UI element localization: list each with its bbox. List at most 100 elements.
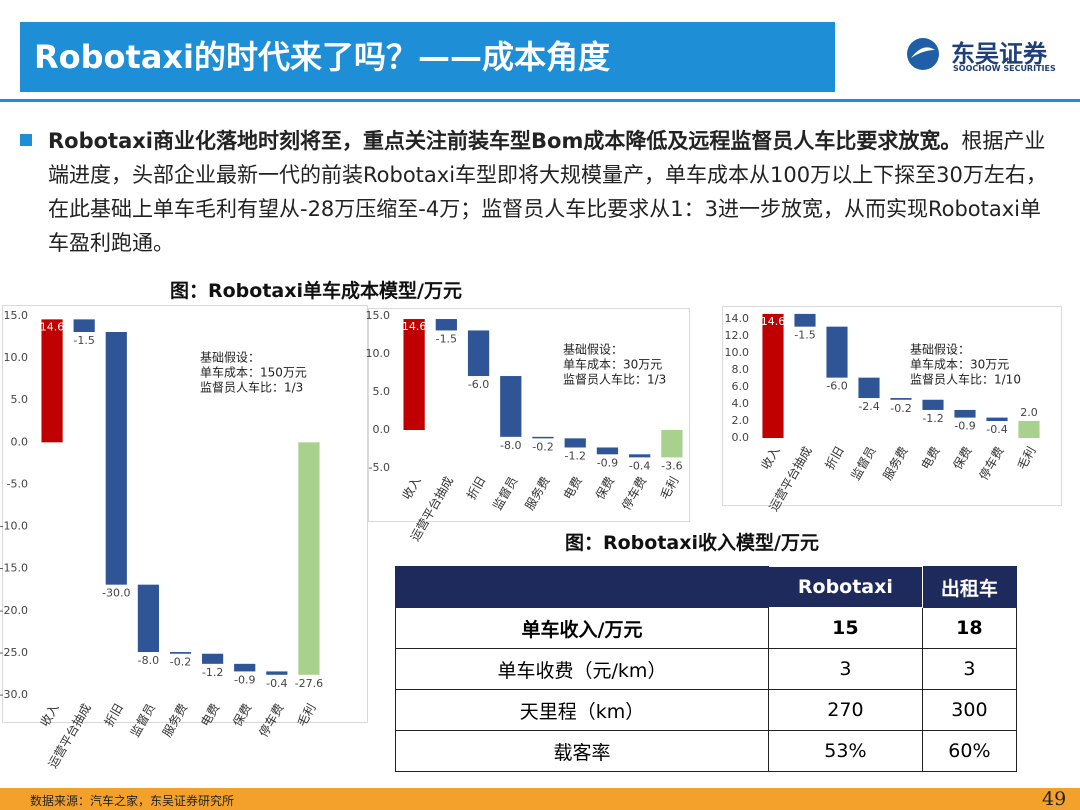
- bar: [403, 319, 425, 430]
- bar: [266, 671, 288, 675]
- page-number: 49: [1042, 788, 1067, 810]
- annotation: 监督员人车比：1/3: [200, 380, 303, 395]
- divider: [0, 99, 1080, 102]
- data-label: 14.6: [40, 320, 65, 333]
- bar: [762, 313, 784, 438]
- y-tick-label: 4.0: [732, 397, 750, 410]
- x-tick-label: 监督员: [848, 444, 879, 483]
- x-tick-label: 收入: [758, 444, 782, 472]
- x-tick-label: 监督员: [489, 474, 520, 513]
- x-tick-label: 服务费: [159, 701, 190, 740]
- y-tick-label: 15.0: [4, 309, 29, 322]
- footer-bar: 数据来源：汽车之家，东吴证券研究所 49: [0, 788, 1080, 810]
- table-row: 载客率 53% 60%: [395, 730, 1018, 772]
- data-label: -1.5: [73, 334, 94, 347]
- x-tick-label: 服务费: [880, 444, 911, 483]
- header-cell: Robotaxi: [768, 566, 923, 608]
- bullet-text: Robotaxi商业化落地时刻将至，重点关注前装车型Bom成本降低及远程监督员人…: [48, 124, 1048, 260]
- x-tick-label: 折旧: [463, 474, 488, 502]
- data-label: -1.2: [202, 666, 223, 679]
- slide-title: Robotaxi的时代来了吗？——成本角度: [20, 22, 835, 92]
- y-tick-label: 12.0: [725, 329, 750, 342]
- x-tick-label: 收入: [400, 474, 424, 502]
- x-tick-label: 保费: [593, 474, 617, 502]
- bar: [435, 319, 457, 331]
- data-label: -8.0: [138, 654, 159, 667]
- annotation: 单车成本：30万元: [910, 357, 1009, 372]
- table-cell: 53%: [768, 730, 923, 772]
- chart-frame: [2, 305, 368, 723]
- annotation: 监督员人车比：1/3: [563, 372, 666, 387]
- bar: [298, 442, 320, 675]
- bar: [105, 332, 127, 585]
- bullet-mark: [20, 134, 32, 146]
- bar: [986, 417, 1008, 421]
- table-cell: 单车收入/万元: [395, 607, 769, 649]
- table-caption: 图：Robotaxi收入模型/万元: [565, 532, 819, 554]
- data-label: -0.9: [234, 673, 255, 686]
- bar: [661, 430, 683, 458]
- bar: [890, 398, 912, 400]
- source: 数据来源：汽车之家，东吴证券研究所: [30, 794, 235, 808]
- x-tick-label: 电费: [198, 701, 222, 729]
- data-label: 14.6: [402, 320, 427, 333]
- y-tick-label: 0.0: [373, 423, 391, 436]
- table-cell: 60%: [921, 730, 1018, 772]
- chart-caption: 图：Robotaxi单车成本模型/万元: [170, 280, 462, 302]
- x-tick-label: 折旧: [101, 701, 126, 729]
- bar: [500, 376, 522, 437]
- bar: [137, 584, 159, 653]
- data-label: -0.2: [890, 402, 911, 415]
- data-label: -1.5: [794, 329, 815, 342]
- annotation: 单车成本：150万元: [200, 365, 307, 380]
- data-label: -0.4: [629, 459, 650, 472]
- y-tick-label: -30.0: [0, 688, 28, 701]
- data-label: 14.6: [761, 315, 786, 328]
- y-tick-label: 14.0: [725, 312, 750, 325]
- y-tick-label: -20.0: [0, 604, 28, 617]
- x-tick-label: 收入: [38, 701, 62, 729]
- annotation: 基础假设：: [910, 343, 970, 357]
- table-cell: 载客率: [395, 730, 769, 772]
- data-label: -27.6: [295, 677, 323, 690]
- table-row: 单车收费（元/km） 3 3: [395, 648, 1018, 690]
- bar: [826, 326, 848, 378]
- annotation: 基础假设：: [563, 343, 623, 357]
- bar: [629, 454, 651, 458]
- y-tick-label: -10.0: [0, 520, 28, 533]
- data-label: -0.4: [266, 677, 287, 690]
- bar: [794, 313, 816, 327]
- data-label: 2.0: [1020, 406, 1038, 419]
- x-tick-label: 服务费: [522, 474, 553, 513]
- y-tick-label: -25.0: [0, 646, 28, 659]
- y-tick-label: 2.0: [732, 414, 750, 427]
- y-tick-label: 10.0: [725, 346, 750, 359]
- chart-frame: [368, 308, 690, 522]
- data-label: -6.0: [826, 380, 847, 393]
- y-tick-label: -15.0: [0, 562, 28, 575]
- data-label: -30.0: [102, 587, 130, 600]
- x-tick-label: 毛利: [1014, 444, 1038, 472]
- x-tick-label: 停车费: [976, 444, 1007, 483]
- x-tick-label: 停车费: [618, 474, 649, 513]
- data-label: -0.9: [597, 456, 618, 469]
- x-tick-label: 毛利: [294, 701, 318, 729]
- bar: [467, 330, 490, 377]
- data-label: -0.9: [954, 420, 975, 433]
- data-label: -0.4: [986, 423, 1007, 436]
- annotation: 单车成本：30万元: [563, 357, 662, 372]
- y-tick-label: 10.0: [366, 347, 391, 360]
- annotation: 基础假设：: [200, 351, 260, 365]
- bar: [596, 447, 619, 455]
- y-tick-label: 0.0: [11, 435, 29, 448]
- y-tick-label: 10.0: [4, 351, 29, 364]
- y-tick-label: 6.0: [732, 380, 750, 393]
- x-tick-label: 保费: [230, 701, 254, 729]
- x-tick-label: 停车费: [255, 701, 286, 740]
- x-tick-label: 电费: [918, 444, 942, 472]
- bar: [858, 377, 880, 399]
- income-table: Robotaxi 出租车 单车收入/万元 15 18 单车收费（元/km） 3 3 天里程（…: [395, 566, 1018, 772]
- table-cell: 3: [768, 648, 923, 690]
- x-tick-label: 保费: [950, 444, 974, 472]
